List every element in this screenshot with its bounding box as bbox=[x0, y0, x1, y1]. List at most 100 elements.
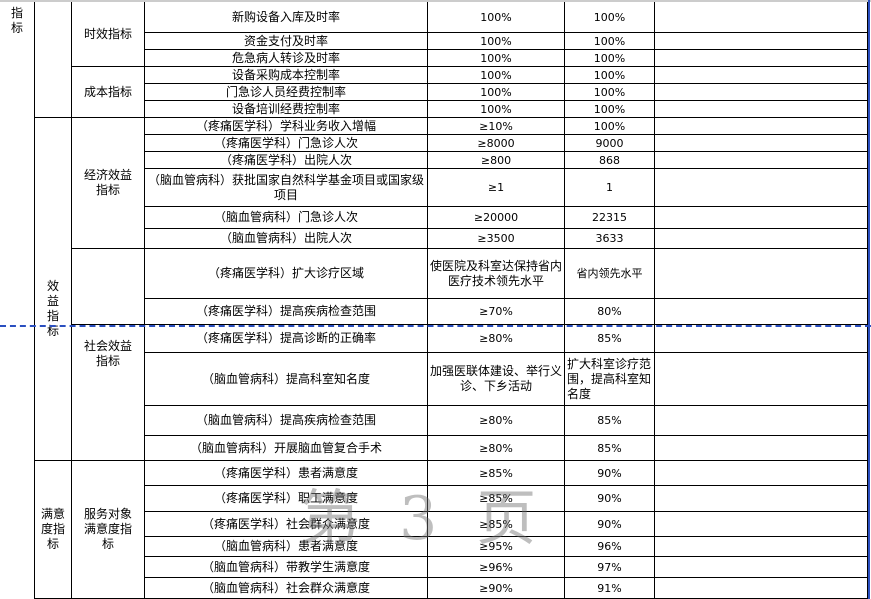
indicator-name-cell[interactable]: （疼痛医学科）出院人次 bbox=[145, 152, 428, 169]
actual-value-cell[interactable]: 97% bbox=[565, 557, 655, 578]
remarks-cell[interactable] bbox=[655, 436, 868, 461]
target-value-cell[interactable]: ≥8000 bbox=[428, 135, 565, 152]
empty-cell[interactable] bbox=[35, 2, 72, 118]
target-value-cell[interactable]: 100% bbox=[428, 2, 565, 33]
actual-value-cell[interactable]: 100% bbox=[565, 84, 655, 101]
actual-value-cell[interactable]: 96% bbox=[565, 537, 655, 557]
target-value-cell[interactable]: ≥96% bbox=[428, 557, 565, 578]
target-value-cell[interactable]: ≥90% bbox=[428, 578, 565, 599]
actual-value-cell[interactable]: 100% bbox=[565, 101, 655, 118]
indicator-name-cell[interactable]: （脑血管病科）带教学生满意度 bbox=[145, 557, 428, 578]
remarks-cell[interactable] bbox=[655, 249, 868, 299]
remarks-cell[interactable] bbox=[655, 207, 868, 229]
indicator-type-cell[interactable]: 服务对象满意度指标 bbox=[72, 461, 145, 599]
indicator-name-cell[interactable]: 设备采购成本控制率 bbox=[145, 67, 428, 84]
target-value-cell[interactable]: ≥3500 bbox=[428, 229, 565, 249]
target-value-cell[interactable]: ≥85% bbox=[428, 512, 565, 537]
indicator-name-cell[interactable]: （脑血管病科）患者满意度 bbox=[145, 537, 428, 557]
subcategory-cell[interactable]: 满意度指标 bbox=[35, 461, 72, 599]
indicator-type-cell[interactable]: 时效指标 bbox=[72, 2, 145, 67]
target-value-cell[interactable]: 100% bbox=[428, 84, 565, 101]
actual-value-cell[interactable]: 90% bbox=[565, 512, 655, 537]
indicator-name-cell[interactable]: （脑血管病科）提高科室知名度 bbox=[145, 353, 428, 406]
actual-value-cell[interactable]: 1 bbox=[565, 169, 655, 207]
target-value-cell[interactable]: ≥10% bbox=[428, 118, 565, 135]
indicator-name-cell[interactable]: （疼痛医学科）社会群众满意度 bbox=[145, 512, 428, 537]
indicator-name-cell[interactable]: 资金支付及时率 bbox=[145, 33, 428, 50]
remarks-cell[interactable] bbox=[655, 299, 868, 325]
actual-value-cell[interactable]: 85% bbox=[565, 406, 655, 436]
remarks-cell[interactable] bbox=[655, 84, 868, 101]
target-value-cell[interactable]: ≥70% bbox=[428, 299, 565, 325]
actual-value-cell[interactable]: 100% bbox=[565, 33, 655, 50]
remarks-cell[interactable] bbox=[655, 135, 868, 152]
indicator-name-cell[interactable]: （疼痛医学科）提高诊断的正确率 bbox=[145, 325, 428, 353]
target-value-cell[interactable]: ≥85% bbox=[428, 486, 565, 512]
actual-value-cell[interactable]: 22315 bbox=[565, 207, 655, 229]
category-cell[interactable]: 指标 bbox=[0, 2, 35, 599]
remarks-cell[interactable] bbox=[655, 461, 868, 486]
indicator-name-cell[interactable]: （脑血管病科）门急诊人次 bbox=[145, 207, 428, 229]
actual-value-cell[interactable]: 100% bbox=[565, 118, 655, 135]
indicator-name-cell[interactable]: （脑血管病科）获批国家自然科学基金项目或国家级项目 bbox=[145, 169, 428, 207]
remarks-cell[interactable] bbox=[655, 169, 868, 207]
indicator-name-cell[interactable]: （脑血管病科）社会群众满意度 bbox=[145, 578, 428, 599]
actual-value-cell[interactable]: 省内领先水平 bbox=[565, 249, 655, 299]
remarks-cell[interactable] bbox=[655, 353, 868, 406]
target-value-cell[interactable]: ≥80% bbox=[428, 406, 565, 436]
target-value-cell[interactable]: 加强医联体建设、举行义诊、下乡活动 bbox=[428, 353, 565, 406]
actual-value-cell[interactable]: 85% bbox=[565, 325, 655, 353]
target-value-cell[interactable]: ≥85% bbox=[428, 461, 565, 486]
remarks-cell[interactable] bbox=[655, 152, 868, 169]
indicator-type-cell[interactable]: 成本指标 bbox=[72, 67, 145, 118]
remarks-cell[interactable] bbox=[655, 2, 868, 33]
actual-value-cell[interactable]: 100% bbox=[565, 2, 655, 33]
target-value-cell[interactable]: 100% bbox=[428, 33, 565, 50]
actual-value-cell[interactable]: 80% bbox=[565, 299, 655, 325]
remarks-cell[interactable] bbox=[655, 33, 868, 50]
indicator-type-cell[interactable] bbox=[72, 249, 145, 325]
target-value-cell[interactable]: ≥800 bbox=[428, 152, 565, 169]
target-value-cell[interactable]: ≥80% bbox=[428, 325, 565, 353]
remarks-cell[interactable] bbox=[655, 512, 868, 537]
indicator-name-cell[interactable]: 新购设备入库及时率 bbox=[145, 2, 428, 33]
indicator-name-cell[interactable]: （疼痛医学科）门急诊人次 bbox=[145, 135, 428, 152]
actual-value-cell[interactable]: 100% bbox=[565, 50, 655, 67]
actual-value-cell[interactable]: 868 bbox=[565, 152, 655, 169]
actual-value-cell[interactable]: 90% bbox=[565, 461, 655, 486]
actual-value-cell[interactable]: 85% bbox=[565, 436, 655, 461]
indicator-name-cell[interactable]: （脑血管病科）提高疾病检查范围 bbox=[145, 406, 428, 436]
indicator-name-cell[interactable]: （疼痛医学科）患者满意度 bbox=[145, 461, 428, 486]
indicator-type-cell[interactable]: 社会效益指标 bbox=[72, 325, 145, 461]
indicator-type-cell[interactable]: 经济效益指标 bbox=[72, 118, 145, 249]
remarks-cell[interactable] bbox=[655, 229, 868, 249]
remarks-cell[interactable] bbox=[655, 486, 868, 512]
indicator-name-cell[interactable]: （疼痛医学科）扩大诊疗区域 bbox=[145, 249, 428, 299]
actual-value-cell[interactable]: 3633 bbox=[565, 229, 655, 249]
remarks-cell[interactable] bbox=[655, 101, 868, 118]
target-value-cell[interactable]: ≥20000 bbox=[428, 207, 565, 229]
remarks-cell[interactable] bbox=[655, 50, 868, 67]
remarks-cell[interactable] bbox=[655, 557, 868, 578]
actual-value-cell[interactable]: 扩大科室诊疗范围，提高科室知名度 bbox=[565, 353, 655, 406]
remarks-cell[interactable] bbox=[655, 118, 868, 135]
indicator-name-cell[interactable]: 门急诊人员经费控制率 bbox=[145, 84, 428, 101]
indicator-name-cell[interactable]: （疼痛医学科）职工满意度 bbox=[145, 486, 428, 512]
subcategory-cell[interactable]: 效益指标 bbox=[35, 118, 72, 461]
actual-value-cell[interactable]: 91% bbox=[565, 578, 655, 599]
remarks-cell[interactable] bbox=[655, 578, 868, 599]
remarks-cell[interactable] bbox=[655, 537, 868, 557]
actual-value-cell[interactable]: 90% bbox=[565, 486, 655, 512]
indicator-name-cell[interactable]: （脑血管病科）出院人次 bbox=[145, 229, 428, 249]
target-value-cell[interactable]: ≥1 bbox=[428, 169, 565, 207]
target-value-cell[interactable]: ≥80% bbox=[428, 436, 565, 461]
target-value-cell[interactable]: 100% bbox=[428, 67, 565, 84]
actual-value-cell[interactable]: 9000 bbox=[565, 135, 655, 152]
remarks-cell[interactable] bbox=[655, 325, 868, 353]
indicator-name-cell[interactable]: 危急病人转诊及时率 bbox=[145, 50, 428, 67]
actual-value-cell[interactable]: 100% bbox=[565, 67, 655, 84]
indicator-name-cell[interactable]: （疼痛医学科）学科业务收入增幅 bbox=[145, 118, 428, 135]
remarks-cell[interactable] bbox=[655, 67, 868, 84]
target-value-cell[interactable]: ≥95% bbox=[428, 537, 565, 557]
target-value-cell[interactable]: 使医院及科室达保持省内医疗技术领先水平 bbox=[428, 249, 565, 299]
